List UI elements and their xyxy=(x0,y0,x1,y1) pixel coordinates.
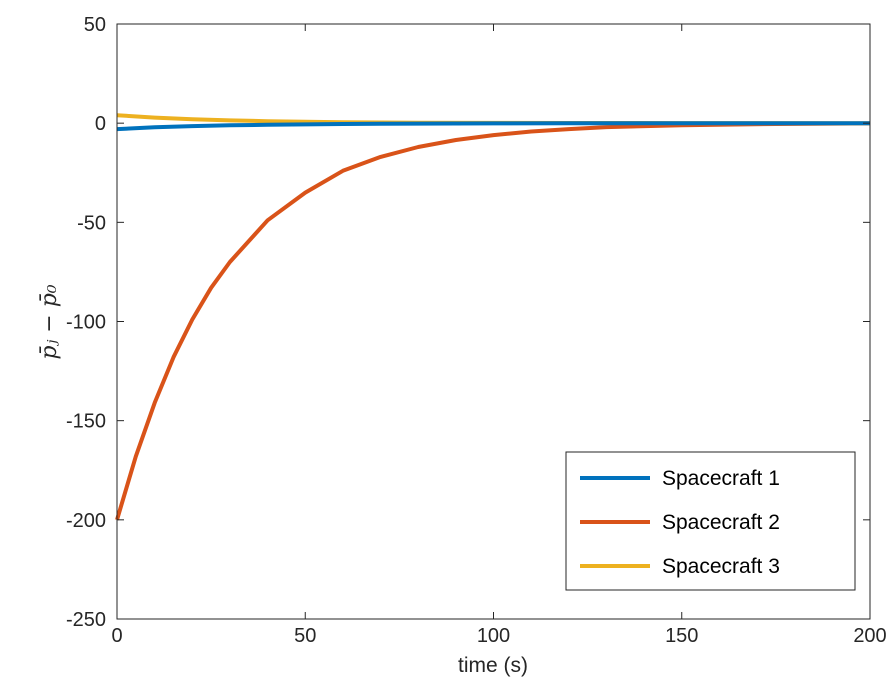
x-tick-label: 50 xyxy=(294,625,316,647)
y-axis-label: p̄ⱼ − p̄₀ xyxy=(37,284,62,359)
series-line-spacecraft-1 xyxy=(116,121,870,132)
x-tick-label: 200 xyxy=(853,625,886,647)
x-tick-label: 100 xyxy=(477,625,510,647)
x-axis-label: time (s) xyxy=(458,654,528,677)
series-layer xyxy=(115,113,871,521)
legend: Spacecraft 1 Spacecraft 2 Spacecraft 3 xyxy=(565,451,856,591)
x-tick-label: 0 xyxy=(111,625,122,647)
legend-label-3: Spacecraft 3 xyxy=(662,555,780,578)
y-tick-label: -50 xyxy=(77,212,106,234)
y-tick-label: -150 xyxy=(66,411,106,433)
x-tick-label: 150 xyxy=(665,625,698,647)
tick-layer: 0 50 100 150 200 50 0 -50 -100 -150 -200 -250 xyxy=(66,14,887,647)
y-tick-label: 50 xyxy=(84,14,106,36)
y-tick-label: -200 xyxy=(66,510,106,532)
y-tick-label: 0 xyxy=(95,113,106,135)
series-line-spacecraft-2 xyxy=(115,121,871,521)
legend-label-2: Spacecraft 2 xyxy=(662,511,780,534)
y-tick-label: -250 xyxy=(66,609,106,631)
y-tick-label: -100 xyxy=(66,312,106,334)
legend-label-1: Spacecraft 1 xyxy=(662,467,780,490)
